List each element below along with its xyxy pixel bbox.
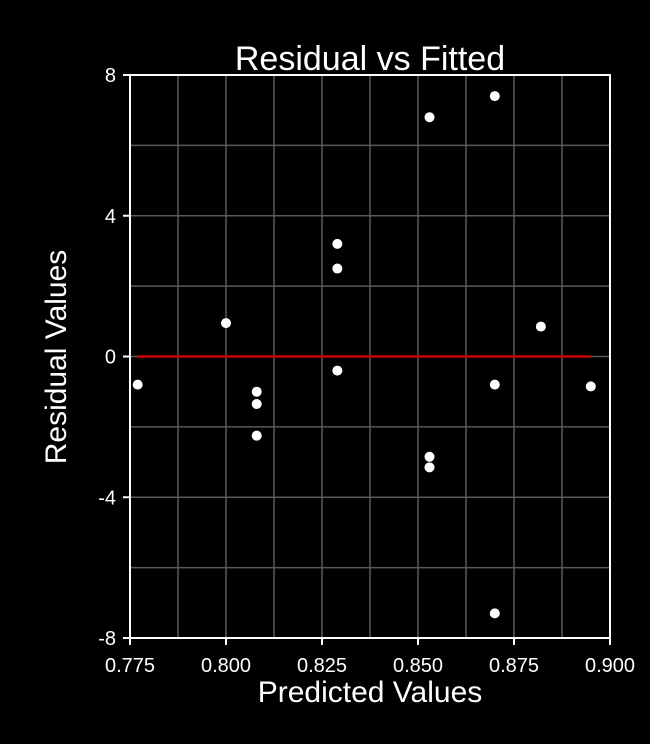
x-tick-label: 0.800 xyxy=(201,655,251,677)
data-point xyxy=(132,379,143,390)
y-tick-label: -8 xyxy=(98,628,116,650)
x-tick-label: 0.875 xyxy=(489,655,539,677)
data-point xyxy=(424,112,435,123)
data-point xyxy=(489,91,500,102)
data-point xyxy=(251,386,262,397)
data-point xyxy=(332,365,343,376)
chart-title: Residual vs Fitted xyxy=(235,40,505,78)
data-point xyxy=(424,451,435,462)
y-tick-label: 0 xyxy=(105,347,116,369)
data-point xyxy=(585,381,596,392)
data-point xyxy=(535,321,546,332)
x-tick-label: 0.850 xyxy=(393,655,443,677)
data-points xyxy=(132,91,596,619)
data-point xyxy=(251,399,262,410)
x-tick-label: 0.775 xyxy=(105,655,155,677)
data-point xyxy=(424,462,435,473)
y-tick-label: -4 xyxy=(98,487,116,509)
y-axis-title: Residual Values xyxy=(40,250,73,465)
data-point xyxy=(332,263,343,274)
x-tick-label: 0.900 xyxy=(585,655,635,677)
y-axis-ticks: -8 -4 0 4 8 xyxy=(98,65,130,650)
x-axis-ticks: 0.775 0.800 0.825 0.850 0.875 0.900 xyxy=(105,638,635,677)
data-point xyxy=(489,379,500,390)
x-axis-title: Predicted Values xyxy=(258,676,483,709)
y-tick-label: 4 xyxy=(105,206,116,228)
y-tick-label: 8 xyxy=(105,65,116,87)
data-point xyxy=(489,608,500,619)
data-point xyxy=(251,430,262,441)
x-tick-label: 0.825 xyxy=(297,655,347,677)
data-point xyxy=(332,238,343,249)
data-point xyxy=(221,318,231,329)
